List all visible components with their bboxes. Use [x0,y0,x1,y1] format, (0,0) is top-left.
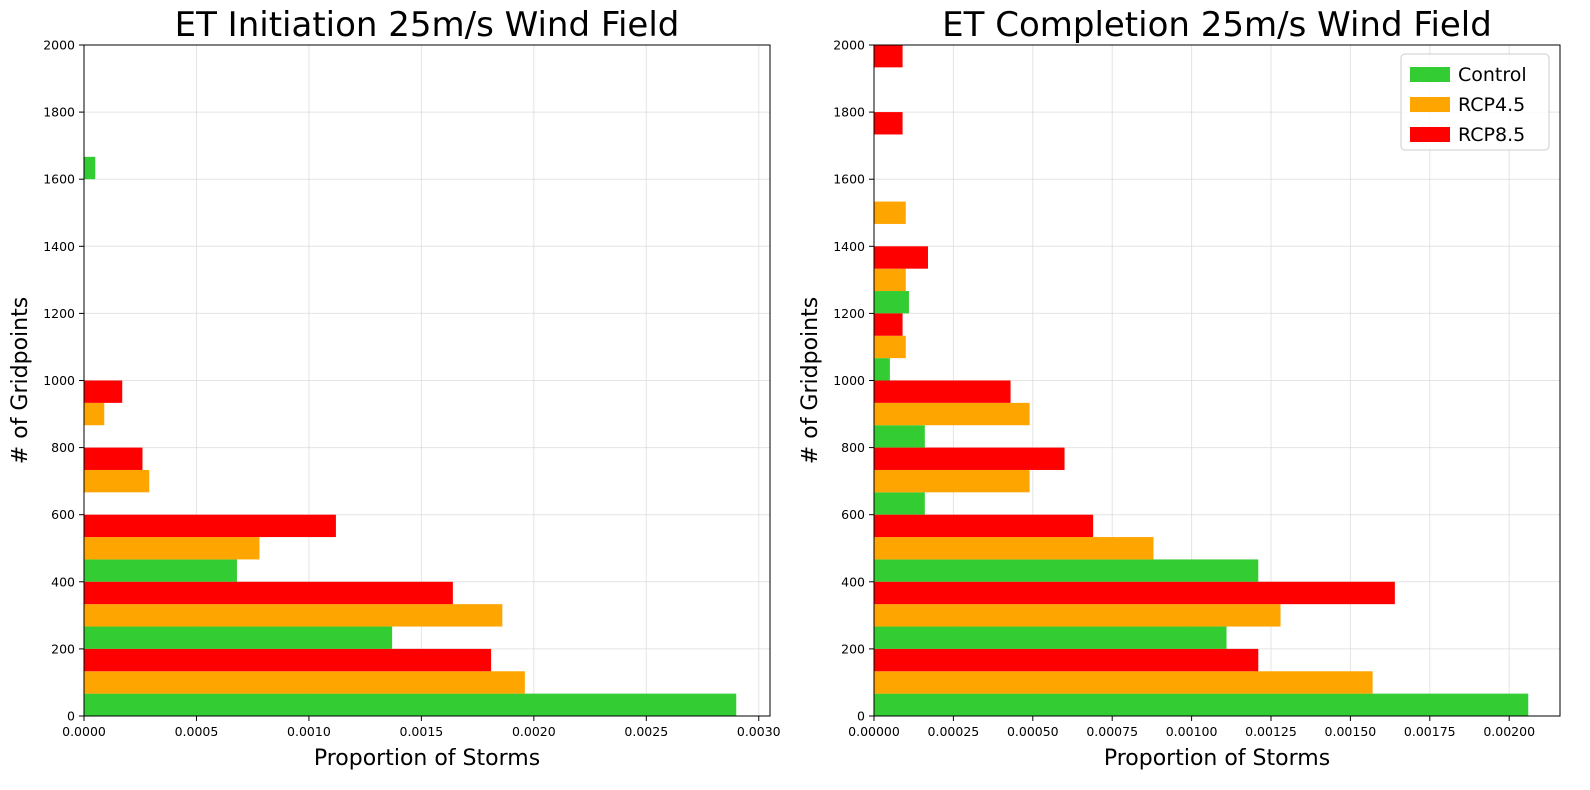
y-tick-label: 200 [51,641,75,656]
y-tick-label: 1600 [833,172,865,187]
chart-title: ET Initiation 25m/s Wind Field [175,5,680,45]
ticks: 0.00000 0.00025 0.00050 0.00075 0.00100 0.001… [833,38,1535,740]
bar-rcp85-1200 [874,246,928,269]
bar-rcp45-400 [84,537,260,560]
y-tick-label: 600 [51,507,75,522]
x-tick-label: 0.00200 [1483,724,1535,739]
bars [874,45,1529,716]
bar-rcp45-600 [874,469,1030,493]
y-tick-label: 400 [51,574,75,589]
y-tick-label: 0 [857,709,865,724]
bar-rcp85-400 [84,514,336,538]
bar-control-1000 [874,358,890,381]
bar-rcp45-1000 [874,335,906,359]
x-tick-label: 0.0010 [287,724,331,739]
bar-rcp85-800 [84,380,123,403]
legend-swatch [1410,67,1450,82]
bar-rcp45-600 [84,469,150,493]
y-tick-label: 1200 [833,306,865,321]
bar-control-0 [874,693,1529,716]
y-tick-label: 1800 [833,105,865,120]
bar-rcp45-800 [874,402,1030,426]
chart-et-initiation: ET Initiation 25m/s Wind Field Proportio… [8,5,781,771]
x-tick-label: 0.0015 [400,724,444,739]
y-tick-label: 0 [67,709,75,724]
x-tick-label: 0.0020 [512,724,556,739]
x-tick-label: 0.00175 [1404,724,1456,739]
x-axis-label: Proportion of Storms [1104,746,1330,771]
y-tick-label: 400 [841,574,865,589]
y-tick-label: 1200 [43,306,75,321]
bar-rcp85-1000 [874,313,903,336]
bar-rcp45-400 [874,537,1154,560]
bar-rcp45-0 [874,671,1373,694]
y-tick-label: 2000 [833,38,865,53]
bar-rcp85-800 [874,380,1011,403]
x-tick-label: 0.00000 [848,724,900,739]
legend-label: Control [1458,64,1527,86]
bar-rcp45-800 [84,402,105,426]
bar-control-800 [874,425,925,448]
x-tick-label: 0.00075 [1086,724,1138,739]
bar-control-1200 [874,291,909,314]
bar-rcp45-200 [84,604,503,627]
bar-rcp45-0 [84,671,525,694]
y-axis-label: # of Gridpoints [798,297,823,464]
y-axis-label: # of Gridpoints [8,297,33,464]
x-tick-label: 0.0000 [62,724,106,739]
legend-swatch [1410,97,1450,112]
bar-rcp85-1800 [874,45,903,68]
y-tick-label: 2000 [43,38,75,53]
x-tick-label: 0.00150 [1325,724,1377,739]
y-tick-label: 800 [51,440,75,455]
x-axis-label: Proportion of Storms [314,746,540,771]
legend-swatch [1410,127,1450,142]
y-tick-label: 200 [841,641,865,656]
chart-et-completion: ET Completion 25m/s Wind Field Proportio… [798,5,1561,771]
bar-control-200 [84,626,393,649]
bar-rcp85-200 [874,581,1395,605]
y-tick-label: 1800 [43,105,75,120]
bar-control-1600 [84,156,96,180]
legend: Control RCP4.5 RCP8.5 [1400,53,1550,151]
bar-control-400 [84,559,237,582]
bar-rcp85-1600 [874,112,903,135]
bar-rcp85-0 [84,648,492,672]
bar-rcp45-1200 [874,268,906,292]
legend-label: RCP4.5 [1458,94,1525,116]
chart-title: ET Completion 25m/s Wind Field [942,5,1492,45]
x-tick-label: 0.00025 [928,724,980,739]
y-tick-label: 1400 [43,239,75,254]
bar-rcp85-600 [84,447,143,470]
bars [84,156,737,716]
x-tick-label: 0.00125 [1245,724,1297,739]
x-tick-label: 0.0025 [624,724,668,739]
x-tick-label: 0.00050 [1007,724,1059,739]
bar-rcp85-400 [874,514,1094,538]
y-tick-label: 1000 [833,373,865,388]
x-tick-label: 0.0005 [175,724,219,739]
x-tick-label: 0.00100 [1166,724,1218,739]
y-tick-label: 1600 [43,172,75,187]
bar-control-400 [874,559,1259,582]
legend-label: RCP8.5 [1458,124,1525,146]
y-tick-label: 800 [841,440,865,455]
bar-rcp85-200 [84,581,453,605]
y-tick-label: 1000 [43,373,75,388]
y-tick-label: 1400 [833,239,865,254]
bar-control-600 [874,492,925,515]
y-tick-label: 600 [841,507,865,522]
ticks: 0.0000 0.0005 0.0010 0.0015 0.0020 0.0025 0.00… [43,38,780,740]
bar-control-0 [84,693,737,716]
bar-rcp85-0 [874,648,1259,672]
bar-control-200 [874,626,1227,649]
bar-rcp45-200 [874,604,1281,627]
bar-rcp45-1400 [874,201,906,224]
x-tick-label: 0.0030 [737,724,781,739]
bar-rcp85-600 [874,447,1065,470]
